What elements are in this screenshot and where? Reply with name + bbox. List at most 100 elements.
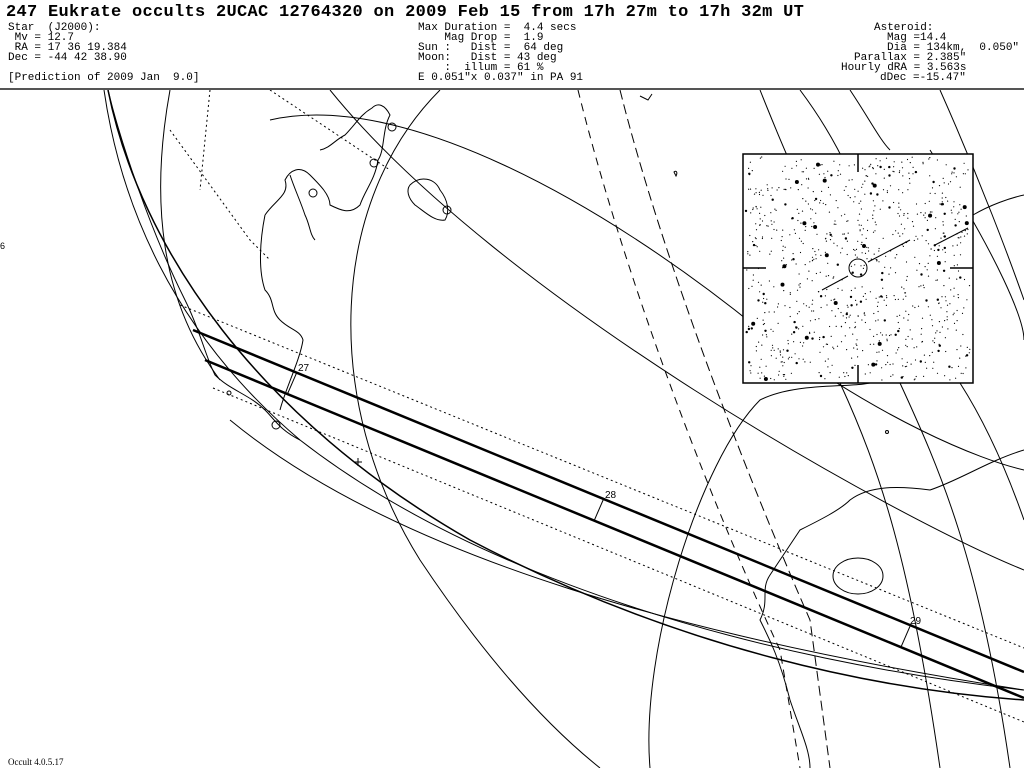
field-star	[807, 177, 810, 179]
field-star	[747, 253, 749, 255]
field-star	[745, 330, 748, 334]
field-star	[792, 258, 795, 261]
field-star	[799, 286, 801, 288]
field-star	[795, 326, 797, 328]
field-star	[868, 250, 870, 252]
field-star	[936, 255, 939, 257]
field-star	[827, 275, 830, 277]
field-star	[830, 335, 832, 337]
field-star	[791, 167, 793, 169]
field-star	[795, 165, 798, 167]
meridian-arc	[350, 90, 601, 768]
field-star	[947, 200, 949, 202]
coastline	[289, 174, 316, 241]
field-star	[855, 248, 858, 250]
field-star	[944, 261, 946, 263]
field-star	[965, 355, 967, 357]
field-star	[864, 169, 866, 171]
field-star	[886, 355, 889, 357]
field-star	[853, 347, 855, 349]
field-star	[951, 171, 953, 173]
field-star	[935, 279, 937, 281]
asteroid-heading: Asteroid:	[874, 22, 934, 34]
field-star	[900, 376, 903, 379]
asteroid-mag: Mag =14.4	[887, 32, 947, 44]
field-star	[798, 328, 800, 330]
field-star	[945, 350, 947, 353]
field-star	[836, 345, 839, 347]
minute-tick-29	[900, 623, 912, 648]
field-star	[818, 249, 820, 251]
field-star	[958, 221, 960, 223]
field-star	[815, 272, 818, 275]
field-star	[933, 361, 935, 363]
field-star	[921, 328, 923, 330]
field-star	[857, 190, 859, 192]
field-star	[874, 230, 876, 232]
field-star	[816, 233, 818, 235]
field-star	[761, 237, 764, 240]
field-star	[853, 164, 856, 166]
field-star	[918, 263, 921, 265]
field-star	[865, 237, 867, 239]
field-star	[837, 287, 839, 290]
field-star	[890, 334, 892, 336]
shadow-limit-dashed	[577, 90, 801, 768]
field-star	[909, 162, 911, 164]
field-star	[945, 196, 947, 199]
field-star	[959, 186, 961, 188]
field-star	[780, 282, 785, 287]
field-star	[755, 345, 757, 348]
field-star	[793, 341, 795, 343]
field-star	[820, 306, 822, 309]
island	[673, 170, 678, 178]
field-star	[762, 301, 764, 303]
field-star	[788, 178, 790, 180]
field-star	[898, 206, 900, 208]
field-star	[816, 162, 820, 167]
field-star	[897, 321, 899, 324]
field-star	[847, 220, 849, 222]
field-star	[909, 182, 911, 184]
field-star	[944, 375, 946, 377]
field-star	[878, 261, 880, 263]
coastline	[264, 104, 391, 216]
field-star	[924, 212, 926, 214]
field-star	[948, 277, 950, 279]
field-star	[748, 188, 750, 190]
field-star	[963, 162, 965, 164]
field-star	[953, 206, 955, 208]
field-star	[749, 188, 752, 190]
field-star	[860, 208, 863, 210]
field-star	[840, 341, 843, 343]
field-star	[852, 333, 854, 335]
field-star	[854, 321, 856, 323]
field-star	[811, 225, 813, 228]
field-star	[839, 173, 842, 175]
field-star	[869, 192, 873, 195]
field-star	[830, 299, 832, 301]
field-star	[760, 284, 762, 286]
field-star	[879, 208, 881, 210]
field-star	[954, 218, 956, 220]
field-star	[897, 329, 900, 333]
field-star	[854, 364, 856, 366]
field-star	[771, 198, 774, 201]
asteroid-parallax: Parallax = 2.385"	[854, 52, 967, 64]
field-star	[802, 221, 807, 226]
field-star	[857, 240, 859, 242]
boundary-dotted	[169, 129, 271, 261]
field-star	[867, 219, 869, 221]
field-star	[872, 217, 874, 220]
field-star	[804, 335, 809, 340]
field-star	[802, 358, 804, 360]
field-star	[796, 300, 798, 302]
star-heading: Star (J2000):	[8, 22, 101, 34]
field-star	[950, 289, 952, 291]
field-star	[750, 327, 753, 330]
field-star	[777, 306, 779, 308]
field-star	[943, 182, 945, 184]
field-star	[875, 158, 877, 160]
field-star	[793, 320, 796, 324]
field-star	[808, 178, 810, 180]
